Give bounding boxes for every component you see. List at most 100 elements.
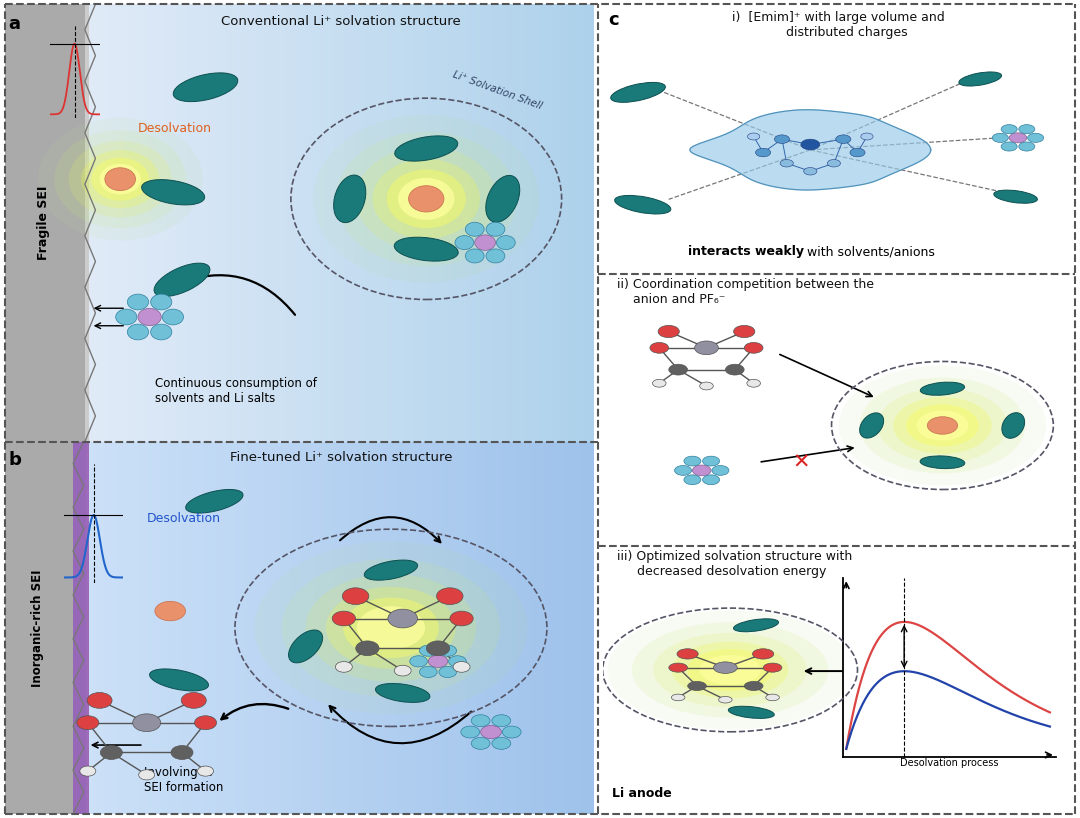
Bar <box>530 4 536 442</box>
Circle shape <box>151 324 172 340</box>
Bar <box>555 442 559 814</box>
Ellipse shape <box>376 684 430 703</box>
Ellipse shape <box>173 73 238 101</box>
Circle shape <box>497 236 515 249</box>
Circle shape <box>427 641 449 656</box>
Bar <box>589 442 594 814</box>
Circle shape <box>69 141 172 218</box>
Bar <box>521 442 525 814</box>
Circle shape <box>839 366 1047 485</box>
Bar <box>192 4 197 442</box>
Circle shape <box>116 309 137 325</box>
Circle shape <box>306 574 476 681</box>
Circle shape <box>744 681 762 690</box>
Bar <box>550 442 555 814</box>
Circle shape <box>687 649 773 690</box>
Circle shape <box>672 694 685 701</box>
Circle shape <box>409 656 428 667</box>
Polygon shape <box>690 110 931 190</box>
Bar <box>575 442 579 814</box>
Bar <box>584 4 589 442</box>
Bar <box>177 4 181 442</box>
Circle shape <box>1001 124 1017 133</box>
Text: interacts weakly: interacts weakly <box>688 245 804 258</box>
Bar <box>428 442 432 814</box>
Bar <box>226 4 231 442</box>
Text: a: a <box>9 15 21 33</box>
Bar <box>422 442 428 814</box>
Circle shape <box>801 139 820 150</box>
Bar <box>158 442 162 814</box>
Ellipse shape <box>141 180 205 204</box>
Circle shape <box>355 641 379 656</box>
Circle shape <box>827 160 840 167</box>
Bar <box>482 4 486 442</box>
Circle shape <box>133 714 161 731</box>
Bar <box>5 442 73 814</box>
Bar <box>314 4 320 442</box>
Bar <box>54 442 59 814</box>
Bar <box>525 4 530 442</box>
Circle shape <box>154 601 186 621</box>
Bar <box>403 442 407 814</box>
Bar <box>192 442 197 814</box>
Bar <box>202 442 206 814</box>
Circle shape <box>700 655 760 685</box>
Bar <box>525 442 530 814</box>
Bar <box>235 4 241 442</box>
Ellipse shape <box>149 669 208 691</box>
Circle shape <box>718 696 732 703</box>
Bar <box>437 442 442 814</box>
Circle shape <box>893 397 991 454</box>
Ellipse shape <box>364 560 418 580</box>
Bar <box>15 442 21 814</box>
Ellipse shape <box>288 630 323 663</box>
Bar <box>123 4 129 442</box>
Bar <box>231 442 235 814</box>
Ellipse shape <box>733 618 779 631</box>
Circle shape <box>138 308 161 326</box>
Circle shape <box>475 235 496 250</box>
Circle shape <box>993 133 1009 142</box>
Text: Desolvation: Desolvation <box>138 123 212 135</box>
Ellipse shape <box>959 72 1001 86</box>
Bar <box>108 4 113 442</box>
Bar <box>79 4 84 442</box>
Circle shape <box>652 380 666 387</box>
Bar <box>565 4 569 442</box>
Bar <box>353 4 359 442</box>
Circle shape <box>928 416 958 434</box>
Ellipse shape <box>994 190 1038 203</box>
Bar <box>98 442 104 814</box>
Bar <box>515 442 521 814</box>
Circle shape <box>465 249 484 263</box>
Text: Desolvation: Desolvation <box>147 511 220 524</box>
Bar <box>44 442 50 814</box>
Bar <box>246 4 251 442</box>
Circle shape <box>198 766 214 776</box>
Circle shape <box>653 633 807 707</box>
Circle shape <box>502 726 522 738</box>
Text: Li⁺ Solvation Shell: Li⁺ Solvation Shell <box>450 70 543 111</box>
Bar <box>266 442 270 814</box>
Bar <box>403 4 407 442</box>
Circle shape <box>138 770 154 780</box>
Bar <box>246 442 251 814</box>
Circle shape <box>764 663 782 672</box>
Bar <box>206 442 212 814</box>
Bar <box>65 442 69 814</box>
Circle shape <box>669 663 688 672</box>
Bar <box>364 442 368 814</box>
Bar <box>181 442 187 814</box>
Bar <box>339 4 343 442</box>
Circle shape <box>455 236 474 249</box>
Bar <box>216 442 221 814</box>
Bar <box>177 442 181 814</box>
Bar <box>133 442 138 814</box>
Ellipse shape <box>394 237 458 261</box>
Bar <box>329 4 334 442</box>
Bar <box>324 442 329 814</box>
Bar <box>158 4 162 442</box>
Circle shape <box>692 465 711 476</box>
Circle shape <box>471 715 490 726</box>
